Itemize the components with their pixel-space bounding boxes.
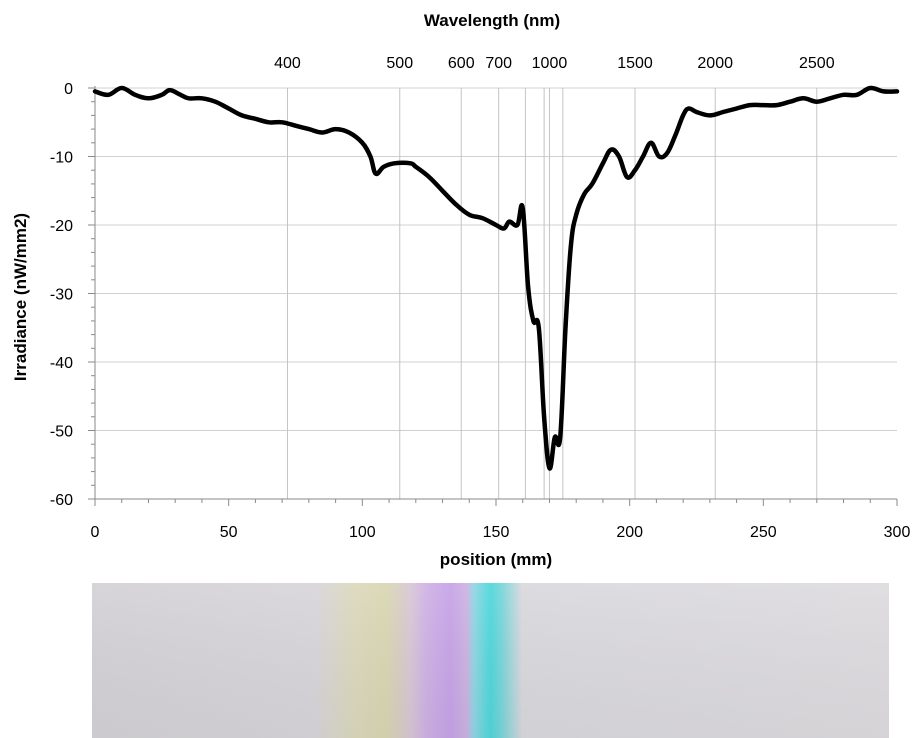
wavelength-tick-label: 600: [448, 55, 475, 72]
grid-layer: [95, 87, 897, 500]
x-tick-label: 0: [91, 524, 100, 541]
wavelength-tick-label: 500: [386, 55, 413, 72]
y-tick-label: -10: [50, 150, 73, 167]
wavelength-tick-label: 2000: [697, 55, 733, 72]
irradiance-series-line: [92, 85, 900, 471]
x-tick-label: 300: [884, 524, 911, 541]
y-tick-label: -40: [50, 355, 73, 372]
top-axis-title: Wavelength (nm): [424, 11, 560, 30]
wavelength-tick-label: 400: [274, 55, 301, 72]
wavelength-tick-label: 1500: [617, 55, 653, 72]
series-layer: [92, 85, 900, 471]
x-tick-label: 50: [220, 524, 238, 541]
x-tick-label: 150: [483, 524, 510, 541]
wavelength-tick-label: 2500: [799, 55, 835, 72]
y-axis-title: Irradiance (nW/mm2): [11, 213, 30, 381]
x-tick-label: 200: [616, 524, 643, 541]
y-tick-label: -50: [50, 424, 73, 441]
spectrum-photo: [92, 583, 889, 738]
x-tick-label: 250: [750, 524, 777, 541]
x-tick-label: 100: [349, 524, 376, 541]
y-tick-label: 0: [64, 81, 73, 98]
axes-layer: [88, 86, 898, 506]
wavelength-tick-label: 1000: [532, 55, 568, 72]
y-tick-label: -30: [50, 287, 73, 304]
y-tick-label: -20: [50, 218, 73, 235]
y-tick-label: -60: [50, 492, 73, 509]
x-axis-title: position (mm): [440, 550, 552, 569]
wavelength-tick-label: 700: [485, 55, 512, 72]
